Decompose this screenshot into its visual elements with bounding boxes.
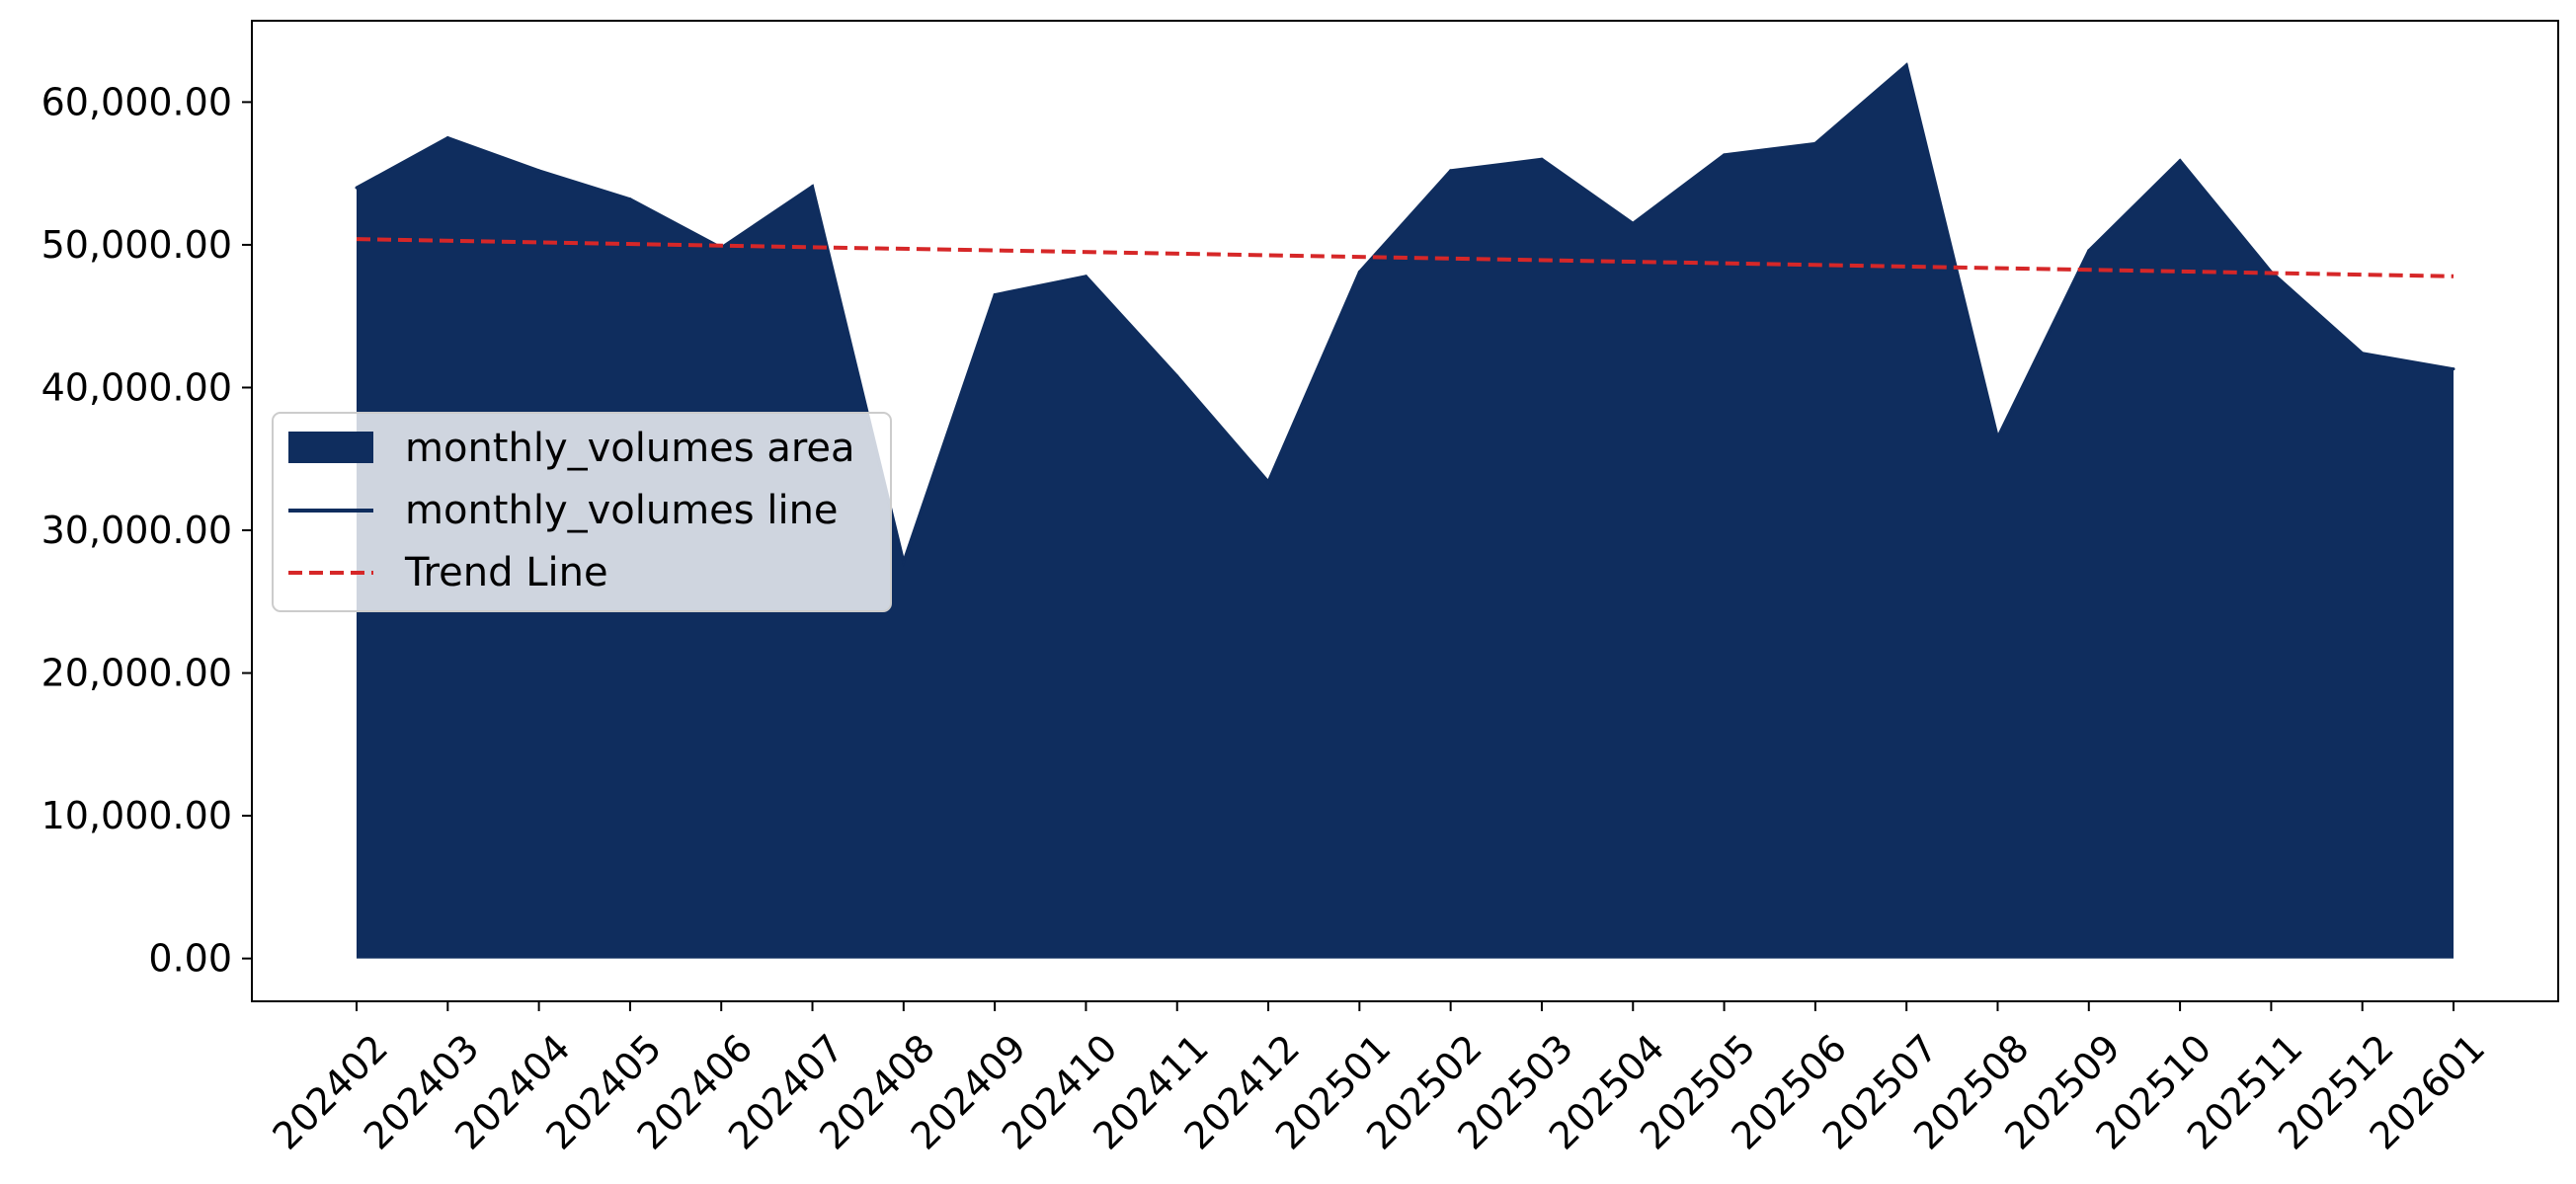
data-point: [1266, 480, 1270, 484]
data-point: [811, 185, 815, 189]
data-point: [1995, 435, 1999, 439]
data-point: [902, 560, 906, 564]
legend-label-line: monthly_volumes line: [405, 488, 839, 533]
data-point: [628, 197, 632, 201]
legend-area-swatch: [288, 432, 373, 463]
trend-line: [356, 237, 2455, 278]
y-tick-label: 50,000.00: [41, 223, 232, 267]
data-point: [355, 186, 359, 190]
y-tick-label: 0.00: [148, 937, 232, 981]
y-tick-label: 60,000.00: [41, 80, 232, 123]
data-point: [537, 169, 541, 173]
legend-label-trend: Trend Line: [404, 550, 608, 595]
data-point: [1084, 275, 1087, 278]
data-point: [1540, 157, 1544, 161]
data-point: [445, 136, 449, 140]
data-point: [1175, 374, 1179, 378]
legend-label-area: monthly_volumes area: [405, 426, 855, 471]
area-series: [357, 64, 2454, 959]
y-tick-label: 40,000.00: [41, 365, 232, 409]
line-series: [356, 62, 2455, 568]
data-point: [1904, 63, 1908, 67]
legend: monthly_volumes area monthly_volumes lin…: [272, 412, 892, 612]
y-tick-label: 10,000.00: [41, 794, 232, 837]
y-tick-label: 30,000.00: [41, 509, 232, 552]
data-point: [1813, 141, 1817, 145]
y-tick-label: 20,000.00: [41, 652, 232, 695]
plot-frame: [251, 20, 2559, 1002]
data-point: [993, 293, 997, 297]
data-point: [2087, 249, 2091, 253]
data-point: [2361, 352, 2365, 355]
data-point: [2178, 159, 2182, 163]
data-point: [1357, 270, 1361, 274]
series-layer: [355, 62, 2455, 959]
data-point: [1631, 221, 1635, 225]
legend-box: [272, 412, 892, 612]
data-point: [1723, 153, 1727, 157]
data-point: [2452, 367, 2455, 371]
data-point: [1449, 169, 1453, 173]
